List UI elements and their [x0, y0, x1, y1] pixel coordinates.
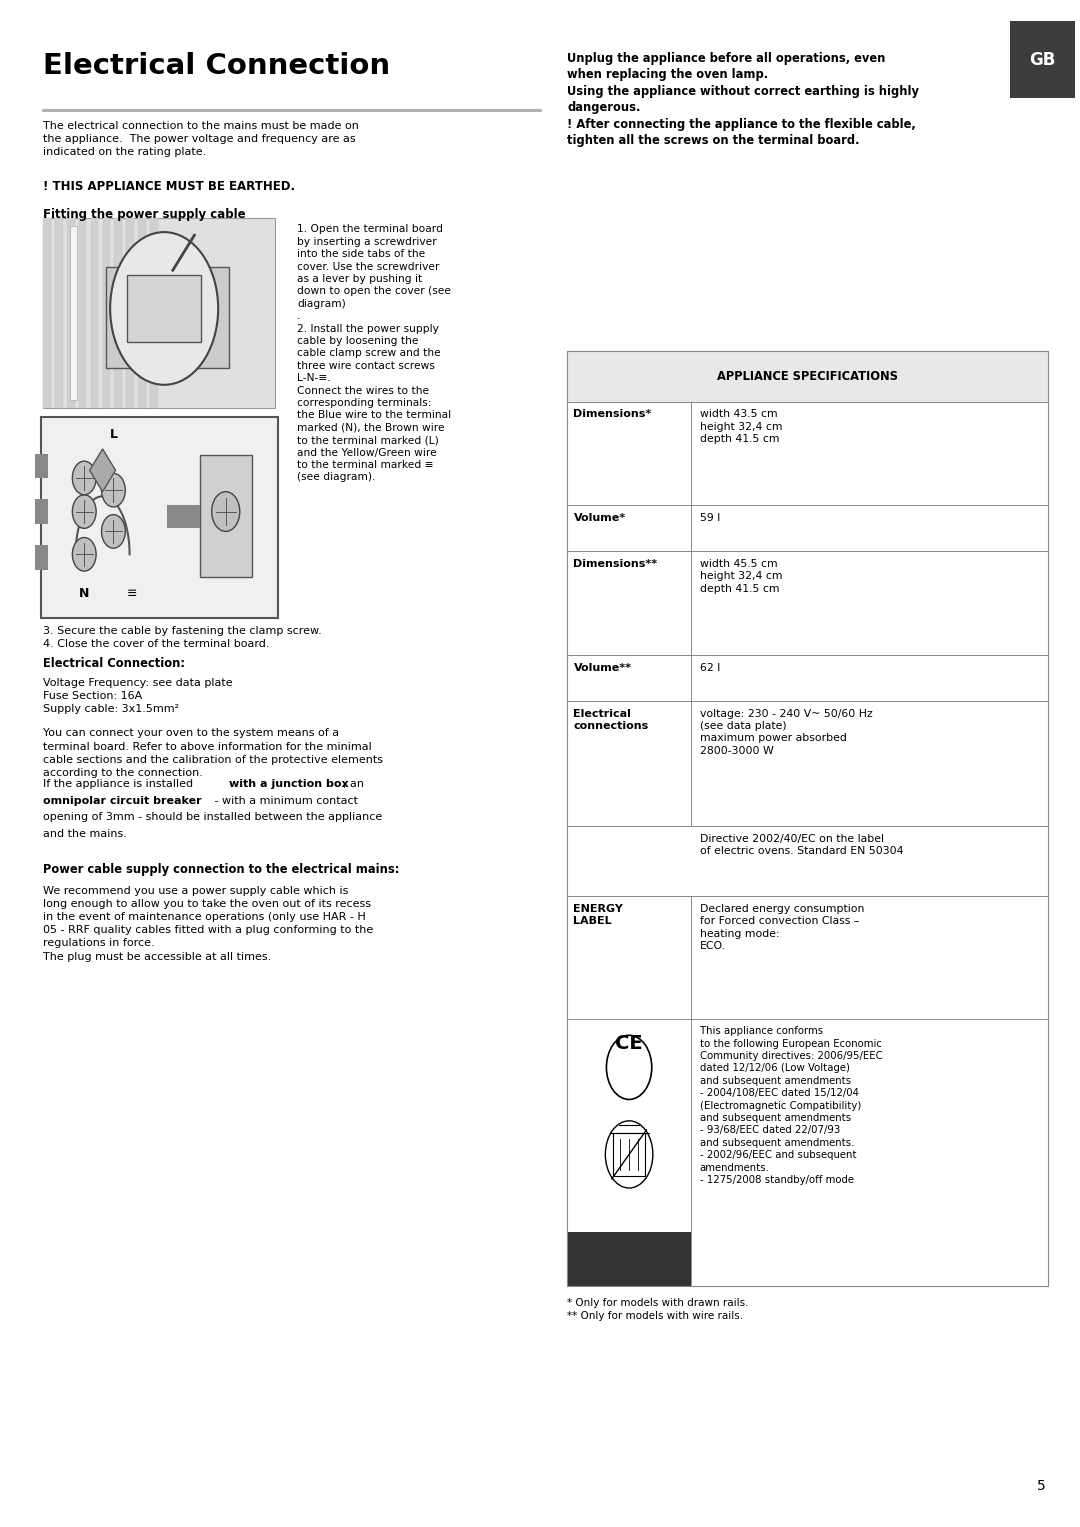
FancyBboxPatch shape: [200, 455, 252, 577]
Text: Voltage Frequency: see data plate
Fuse Section: 16A
Supply cable: 3x1.5mm²: Voltage Frequency: see data plate Fuse S…: [43, 678, 233, 715]
FancyBboxPatch shape: [106, 267, 229, 368]
Circle shape: [102, 473, 125, 507]
Text: Volume**: Volume**: [573, 663, 632, 673]
Text: Dimensions*: Dimensions*: [573, 409, 651, 420]
Text: Declared energy consumption
for Forced convection Class –
heating mode:
ECO.: Declared energy consumption for Forced c…: [700, 904, 864, 951]
Text: If the appliance is installed: If the appliance is installed: [43, 779, 197, 789]
Text: N: N: [79, 586, 90, 600]
Text: Dimensions**: Dimensions**: [573, 559, 658, 570]
Text: width 43.5 cm
height 32,4 cm
depth 41.5 cm: width 43.5 cm height 32,4 cm depth 41.5 …: [700, 409, 782, 444]
Text: Fitting the power supply cable: Fitting the power supply cable: [43, 208, 246, 221]
Text: Electrical Connection:: Electrical Connection:: [43, 657, 185, 670]
Bar: [67, 218, 75, 408]
Bar: [567, 1232, 691, 1286]
Text: Electrical Connection: Electrical Connection: [43, 52, 390, 79]
Text: Unplug the appliance before all operations, even
when replacing the oven lamp.
U: Unplug the appliance before all operatio…: [567, 52, 919, 148]
Bar: [79, 218, 86, 408]
Bar: [43, 218, 275, 408]
Bar: [35, 499, 48, 524]
Text: 59 l: 59 l: [700, 513, 720, 524]
Text: - with a minimum contact: - with a minimum contact: [211, 796, 357, 806]
Text: You can connect your oven to the system means of a
terminal board. Refer to abov: You can connect your oven to the system …: [43, 728, 383, 777]
Text: voltage: 230 - 240 V~ 50/60 Hz
(see data plate)
maximum power absorbed
2800-3000: voltage: 230 - 240 V~ 50/60 Hz (see data…: [700, 709, 873, 756]
Text: L: L: [109, 428, 118, 441]
Text: 62 l: 62 l: [700, 663, 720, 673]
Text: 5: 5: [1037, 1480, 1045, 1493]
Text: width 45.5 cm
height 32,4 cm
depth 41.5 cm: width 45.5 cm height 32,4 cm depth 41.5 …: [700, 559, 782, 594]
Polygon shape: [90, 449, 116, 492]
Text: opening of 3mm - should be installed between the appliance: opening of 3mm - should be installed bet…: [43, 812, 382, 823]
Text: 1. Open the terminal board
by inserting a screwdriver
into the side tabs of the
: 1. Open the terminal board by inserting …: [297, 224, 451, 483]
Text: , an: , an: [343, 779, 364, 789]
Text: We recommend you use a power supply cable which is
long enough to allow you to t: We recommend you use a power supply cabl…: [43, 886, 374, 962]
Circle shape: [72, 461, 96, 495]
Text: Directive 2002/40/EC on the label
of electric ovens. Standard EN 50304: Directive 2002/40/EC on the label of ele…: [700, 834, 903, 857]
Bar: [150, 218, 158, 408]
FancyBboxPatch shape: [1010, 21, 1075, 98]
Text: The electrical connection to the mains must be made on
the appliance.  The power: The electrical connection to the mains m…: [43, 121, 359, 157]
Text: ! THIS APPLIANCE MUST BE EARTHED.: ! THIS APPLIANCE MUST BE EARTHED.: [43, 180, 295, 194]
Circle shape: [110, 232, 218, 385]
Bar: [567, 351, 1048, 402]
Bar: [126, 218, 134, 408]
Bar: [43, 218, 51, 408]
Bar: [103, 218, 110, 408]
FancyBboxPatch shape: [127, 275, 201, 342]
Text: Volume*: Volume*: [573, 513, 625, 524]
Circle shape: [72, 538, 96, 571]
Text: with a junction box: with a junction box: [229, 779, 349, 789]
Circle shape: [212, 492, 240, 531]
Text: ≡: ≡: [126, 586, 137, 600]
Bar: [167, 505, 200, 528]
Circle shape: [102, 515, 125, 548]
Text: Power cable supply connection to the electrical mains:: Power cable supply connection to the ele…: [43, 863, 400, 876]
Bar: [114, 218, 122, 408]
Text: 3. Secure the cable by fastening the clamp screw.
4. Close the cover of the term: 3. Secure the cable by fastening the cla…: [43, 626, 322, 649]
Bar: [70, 226, 77, 400]
Text: This appliance conforms
to the following European Economic
Community directives:: This appliance conforms to the following…: [700, 1026, 882, 1185]
Text: * Only for models with drawn rails.
** Only for models with wire rails.: * Only for models with drawn rails. ** O…: [567, 1298, 748, 1321]
Text: ENERGY
LABEL: ENERGY LABEL: [573, 904, 623, 927]
Bar: [138, 218, 146, 408]
Bar: [91, 218, 98, 408]
Circle shape: [72, 495, 96, 528]
Text: and the mains.: and the mains.: [43, 829, 127, 840]
Text: Electrical
connections: Electrical connections: [573, 709, 649, 731]
Bar: [35, 454, 48, 478]
Text: APPLIANCE SPECIFICATIONS: APPLIANCE SPECIFICATIONS: [717, 370, 897, 383]
Text: CE: CE: [616, 1034, 643, 1052]
Bar: [35, 545, 48, 570]
Text: omnipolar circuit breaker: omnipolar circuit breaker: [43, 796, 202, 806]
Text: GB: GB: [1029, 50, 1055, 69]
Bar: [55, 218, 63, 408]
FancyBboxPatch shape: [41, 417, 278, 618]
